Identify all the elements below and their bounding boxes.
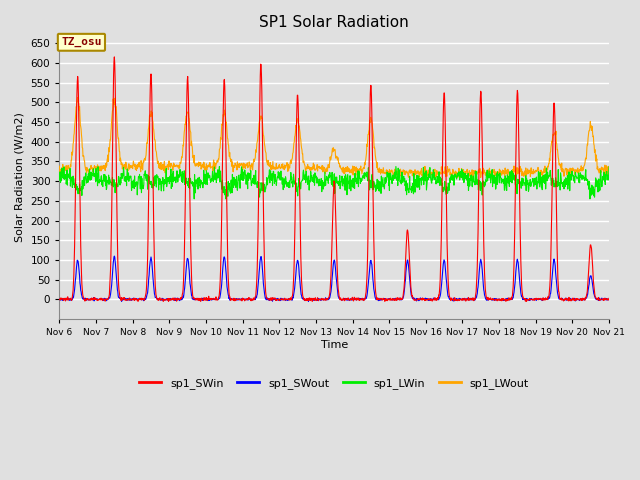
Title: SP1 Solar Radiation: SP1 Solar Radiation bbox=[259, 15, 409, 30]
Legend: sp1_SWin, sp1_SWout, sp1_LWin, sp1_LWout: sp1_SWin, sp1_SWout, sp1_LWin, sp1_LWout bbox=[135, 373, 534, 393]
Text: TZ_osu: TZ_osu bbox=[61, 37, 102, 48]
Y-axis label: Solar Radiation (W/m2): Solar Radiation (W/m2) bbox=[15, 112, 25, 242]
X-axis label: Time: Time bbox=[321, 340, 348, 350]
